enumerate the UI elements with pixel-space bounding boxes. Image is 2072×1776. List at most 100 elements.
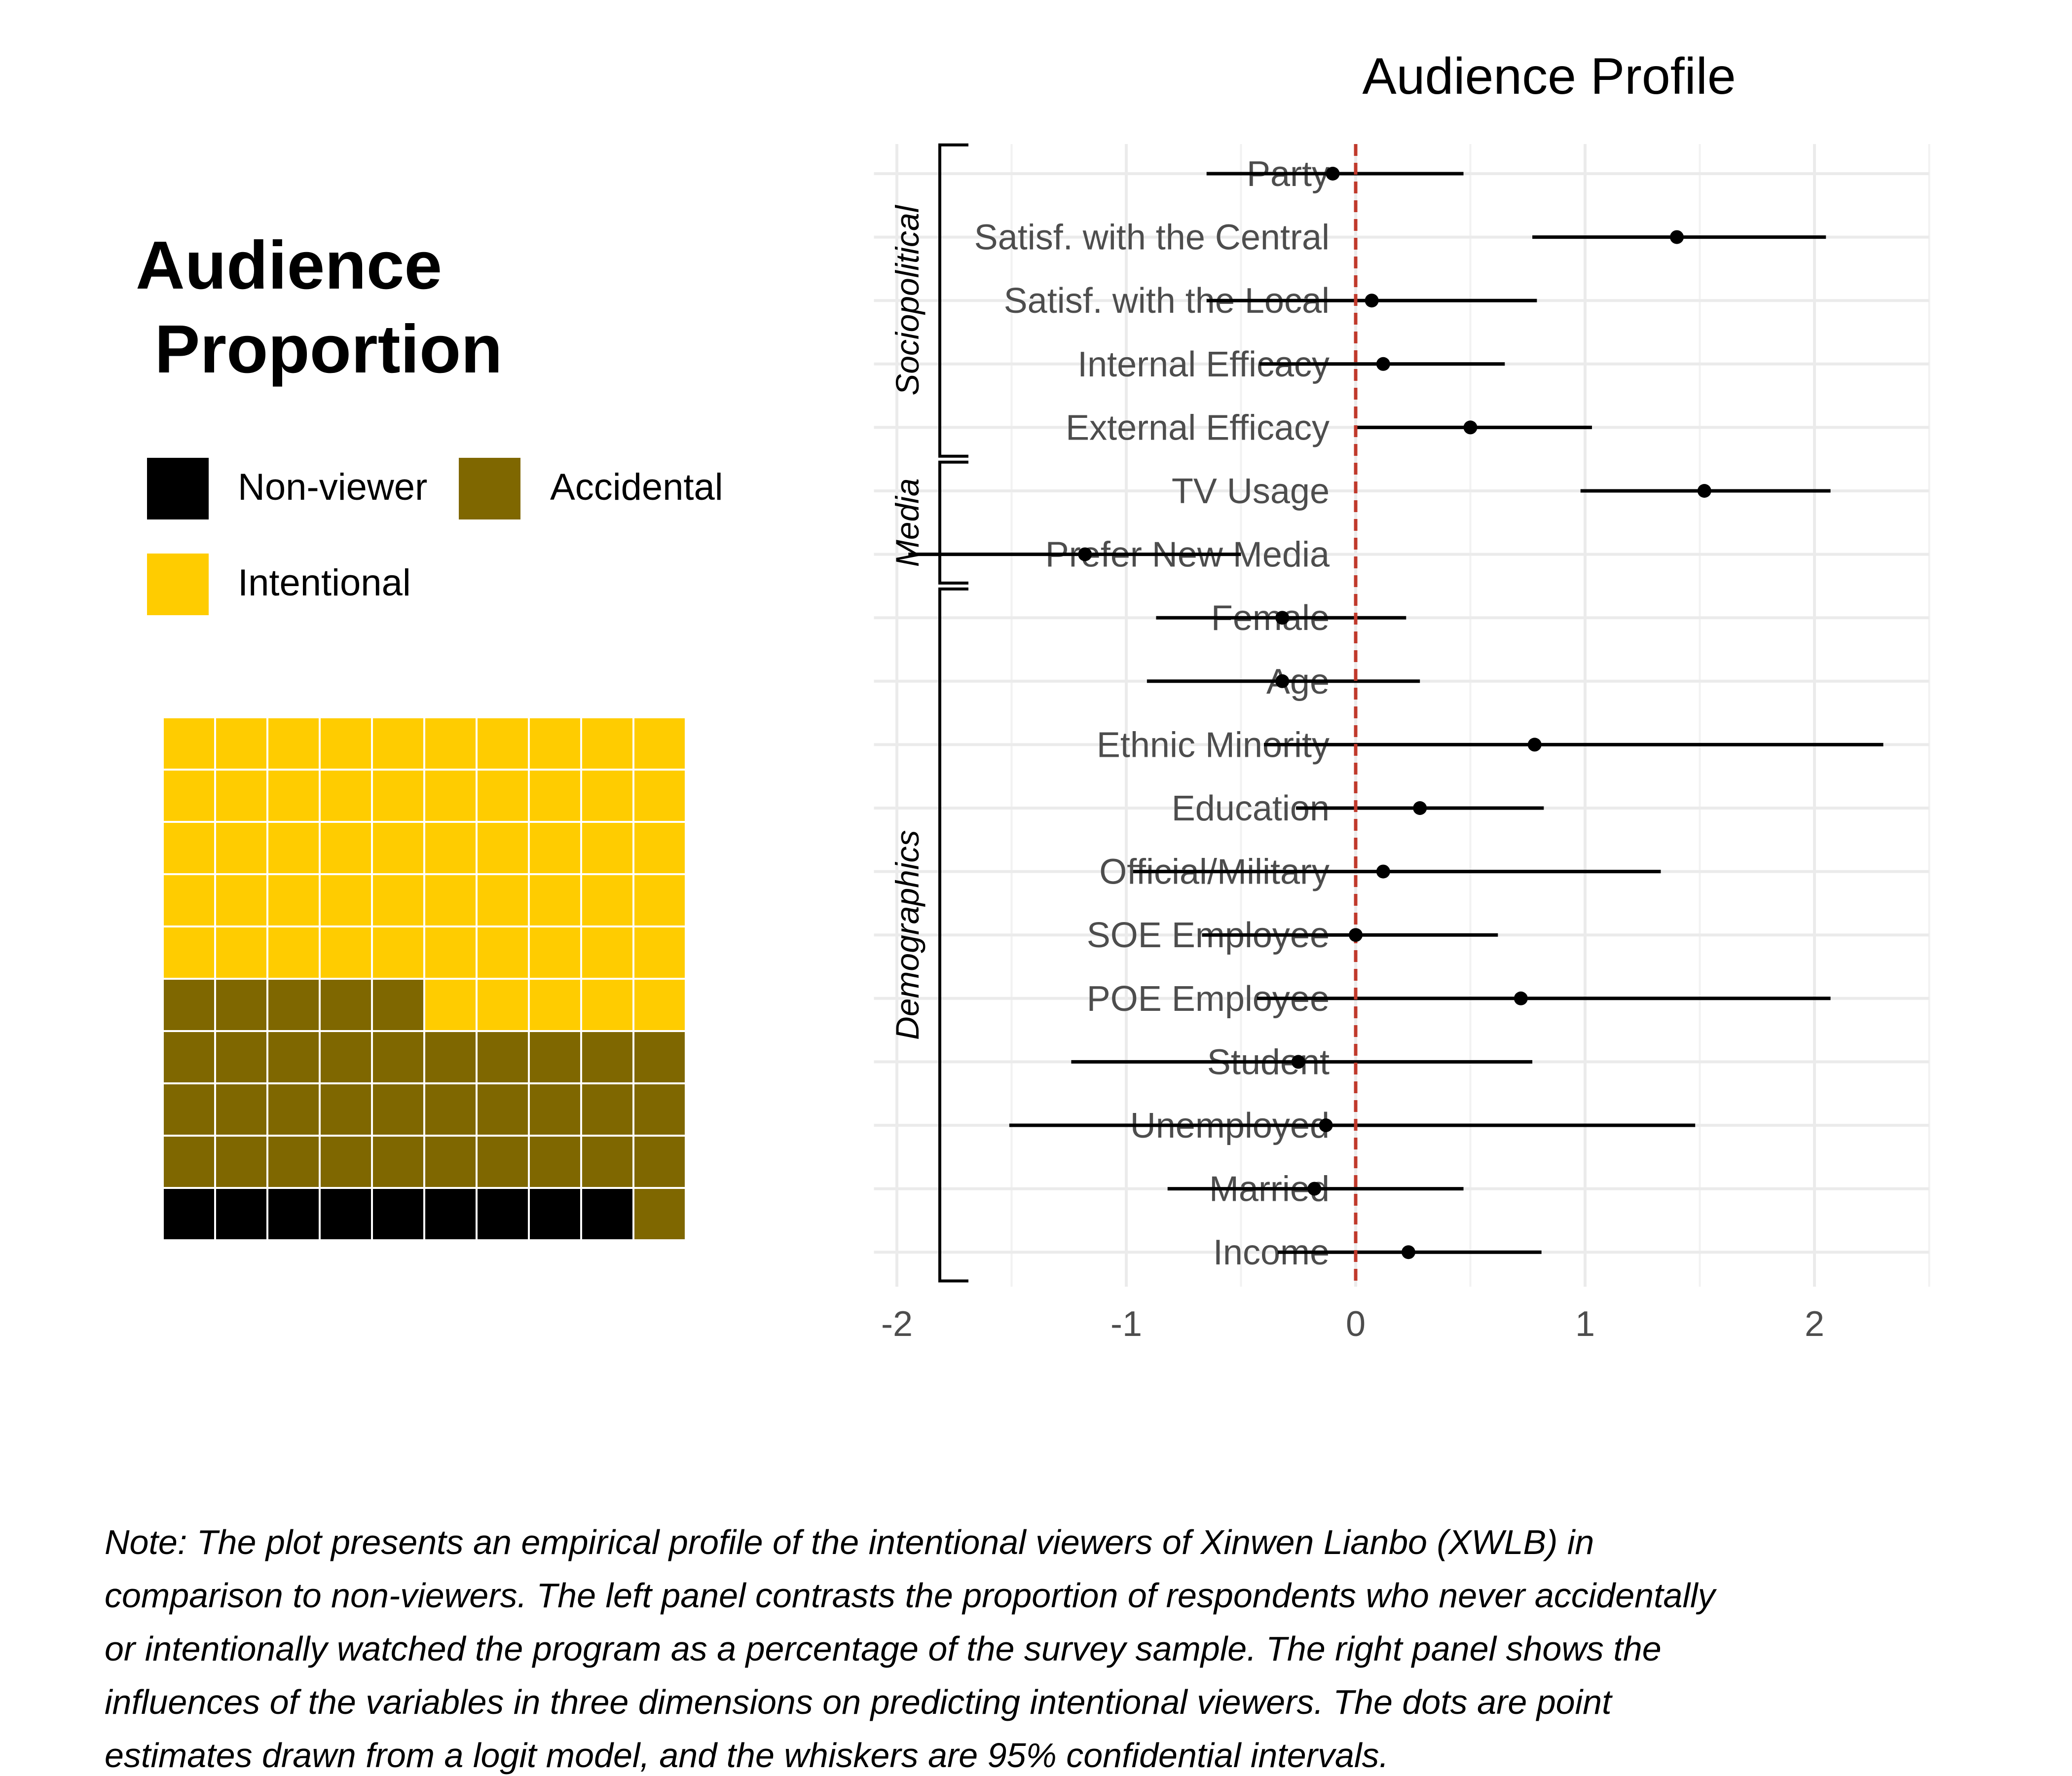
ytick-label-satisf-with-the-central: Satisf. with the Central <box>974 218 1330 258</box>
waffle-cell-intentional <box>371 821 425 875</box>
waffle-cell-intentional <box>476 821 530 875</box>
x-axis-ticks: -2 -1 0 1 2 <box>881 1304 1824 1344</box>
waffle-cell-intentional <box>214 873 268 927</box>
waffle-cell-intentional <box>319 821 373 875</box>
waffle-cell-accidental <box>319 1030 373 1084</box>
waffle-cell-accidental <box>476 1082 530 1137</box>
waffle-cell-intentional <box>528 821 582 875</box>
waffle-cell-accidental <box>423 1135 478 1189</box>
profile-title: Audience Profile <box>1362 48 1736 105</box>
bracket-sociopolitical <box>938 143 968 458</box>
waffle-cell-accidental <box>319 978 373 1032</box>
waffle-cell-intentional <box>580 873 634 927</box>
point-estimate-ethnic-minority <box>1527 738 1542 752</box>
waffle-cell-intentional <box>319 925 373 980</box>
ytick-label-external-efficacy: External Efficacy <box>1066 408 1330 447</box>
waffle-cell-intentional <box>528 716 582 771</box>
waffle-cell-intentional <box>266 769 321 823</box>
point-estimate-poe-employee <box>1514 991 1528 1005</box>
note-line-1: Note: The plot presents an empirical pro… <box>105 1523 1594 1561</box>
waffle-cell-intentional <box>214 716 268 771</box>
waffle-cell-intentional <box>528 873 582 927</box>
waffle-grid <box>162 716 687 1241</box>
point-estimate-education <box>1413 801 1427 815</box>
waffle-cell-intentional <box>319 769 373 823</box>
waffle-cell-intentional <box>476 716 530 771</box>
point-estimate-income <box>1401 1245 1415 1259</box>
waffle-cell-accidental <box>214 1135 268 1189</box>
waffle-cell-accidental <box>266 978 321 1032</box>
point-estimate-unemployed <box>1319 1118 1333 1132</box>
waffle-cell-intentional <box>476 769 530 823</box>
waffle-cell-intentional <box>214 769 268 823</box>
waffle-cell-intentional <box>580 821 634 875</box>
group-label-sociopolitical: Sociopolitical <box>889 204 925 396</box>
waffle-cell-intentional <box>371 769 425 823</box>
waffle-cell-accidental <box>476 1135 530 1189</box>
waffle-cell-accidental <box>214 1082 268 1137</box>
point-estimate-age <box>1275 674 1290 688</box>
estimate-marks <box>908 144 1884 1287</box>
waffle-cell-intentional <box>423 978 478 1032</box>
waffle-cell-intentional <box>423 821 478 875</box>
waffle-cell-intentional <box>423 925 478 980</box>
legend-label-intentional: Intentional <box>238 562 411 604</box>
waffle-cell-accidental <box>266 1030 321 1084</box>
waffle-cell-non-viewer <box>476 1187 530 1241</box>
point-estimate-soe-employee <box>1349 928 1363 942</box>
waffle-cell-intentional <box>266 925 321 980</box>
point-estimate-party <box>1326 167 1340 181</box>
waffle-cell-intentional <box>162 925 216 980</box>
waffle-cell-accidental <box>162 1135 216 1189</box>
waffle-cell-intentional <box>476 925 530 980</box>
point-estimate-student <box>1291 1055 1305 1069</box>
point-estimate-prefer-new-media <box>1078 547 1092 561</box>
waffle-cell-intentional <box>528 978 582 1032</box>
xtick-label: 1 <box>1575 1304 1595 1344</box>
waffle-cell-intentional <box>371 716 425 771</box>
bracket-media <box>938 460 968 585</box>
waffle-cell-intentional <box>423 873 478 927</box>
waffle-cell-accidental <box>476 1030 530 1084</box>
waffle-cell-non-viewer <box>162 1187 216 1241</box>
xtick-label: 2 <box>1805 1304 1824 1344</box>
waffle-cell-non-viewer <box>266 1187 321 1241</box>
waffle-cell-intentional <box>476 978 530 1032</box>
waffle-cell-intentional <box>528 769 582 823</box>
waffle-cell-intentional <box>632 978 687 1032</box>
point-estimate-satisf-with-the-local <box>1365 294 1379 308</box>
waffle-cell-accidental <box>528 1135 582 1189</box>
legend-swatch-intentional <box>147 554 209 615</box>
point-estimate-official-military <box>1376 864 1390 879</box>
waffle-cell-non-viewer <box>371 1187 425 1241</box>
waffle-cell-non-viewer <box>423 1187 478 1241</box>
legend-label-non-viewer: Non-viewer <box>238 466 427 508</box>
waffle-cell-intentional <box>266 821 321 875</box>
audience-proportion-panel: Audience Proportion Non-viewer Accidenta… <box>136 227 723 1241</box>
waffle-cell-intentional <box>371 925 425 980</box>
waffle-cell-accidental <box>319 1082 373 1137</box>
waffle-cell-accidental <box>319 1135 373 1189</box>
point-estimate-married <box>1307 1182 1322 1196</box>
note-line-4: influences of the variables in three dim… <box>105 1683 1613 1721</box>
note-line-2: comparison to non-viewers. The left pane… <box>105 1576 1717 1615</box>
waffle-cell-accidental <box>580 1135 634 1189</box>
waffle-cell-intentional <box>162 873 216 927</box>
waffle-cell-intentional <box>632 716 687 771</box>
waffle-cell-accidental <box>162 978 216 1032</box>
waffle-cell-intentional <box>214 821 268 875</box>
waffle-cell-accidental <box>266 1082 321 1137</box>
point-estimate-satisf-with-the-central <box>1670 230 1684 244</box>
waffle-cell-accidental <box>632 1135 687 1189</box>
waffle-cell-accidental <box>528 1082 582 1137</box>
waffle-cell-intentional <box>528 925 582 980</box>
waffle-cell-accidental <box>371 1135 425 1189</box>
waffle-cell-non-viewer <box>528 1187 582 1241</box>
waffle-cell-accidental <box>528 1030 582 1084</box>
note-line-5: estimates drawn from a logit model, and … <box>105 1736 1389 1775</box>
xtick-label: 0 <box>1346 1304 1366 1344</box>
legend-label-accidental: Accidental <box>550 466 723 508</box>
waffle-cell-non-viewer <box>580 1187 634 1241</box>
waffle-cell-intentional <box>580 716 634 771</box>
